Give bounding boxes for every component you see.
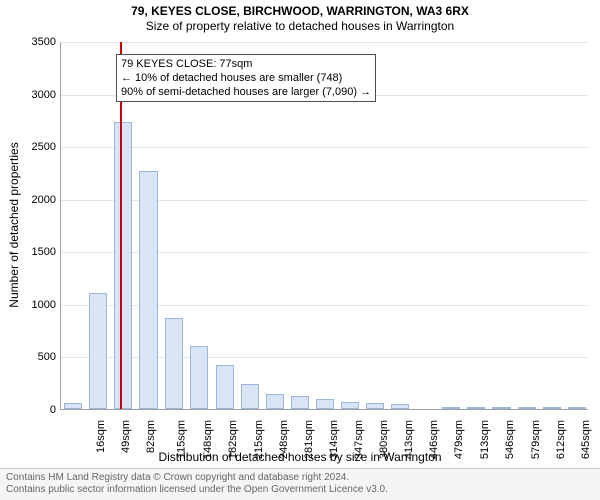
x-tick-label: 49sqm [120,420,132,453]
histogram-bar [89,293,107,409]
histogram-bar [139,171,157,409]
histogram-bar [64,403,82,409]
x-tick-label: 16sqm [95,420,107,453]
histogram-bar [442,407,460,409]
attribution-footer: Contains HM Land Registry data © Crown c… [0,468,600,500]
histogram-bar [518,407,536,409]
histogram-bar [216,365,234,409]
histogram-bar [114,122,132,409]
histogram-bar [291,396,309,409]
annotation-line-3: 90% of semi-detached houses are larger (… [121,85,371,99]
annotation-box: 79 KEYES CLOSE: 77sqm ← 10% of detached … [116,54,376,102]
y-axis-title: Number of detached properties [7,142,21,307]
histogram-bar [165,318,183,409]
x-tick-label: 82sqm [145,420,157,453]
plot-wrap: 79 KEYES CLOSE: 77sqm ← 10% of detached … [60,42,588,410]
histogram-bar [266,394,284,409]
histogram-bar [467,407,485,409]
page-title: 79, KEYES CLOSE, BIRCHWOOD, WARRINGTON, … [0,4,600,19]
x-axis-title: Distribution of detached houses by size … [0,450,600,464]
annotation-line-1: 79 KEYES CLOSE: 77sqm [121,57,371,71]
histogram-bar [341,402,359,409]
gridline [61,147,588,148]
y-tick-label: 3000 [6,89,56,101]
y-tick-label: 500 [6,351,56,363]
root-container: 79, KEYES CLOSE, BIRCHWOOD, WARRINGTON, … [0,0,600,500]
y-tick-label: 3500 [6,36,56,48]
titles-block: 79, KEYES CLOSE, BIRCHWOOD, WARRINGTON, … [0,0,600,34]
histogram-bar [241,384,259,409]
histogram-bar [568,407,586,409]
histogram-bar [190,346,208,409]
histogram-bar [391,404,409,409]
footer-line-1: Contains HM Land Registry data © Crown c… [6,472,594,484]
y-tick-label: 0 [6,404,56,416]
page-subtitle: Size of property relative to detached ho… [0,19,600,34]
gridline [61,42,588,43]
footer-line-2: Contains public sector information licen… [6,484,594,496]
histogram-bar [492,407,510,409]
histogram-bar [543,407,561,409]
histogram-bar [366,403,384,409]
annotation-line-2: ← 10% of detached houses are smaller (74… [121,71,371,85]
histogram-bar [316,399,334,410]
